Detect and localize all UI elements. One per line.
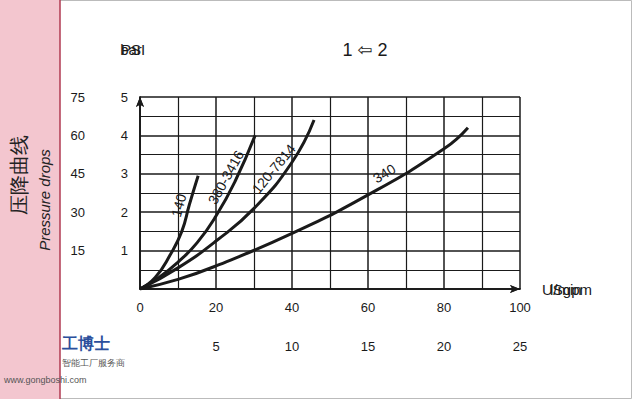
svg-text:智能工厂服务商: 智能工厂服务商 bbox=[62, 358, 125, 368]
svg-text:www.gongboshi.com: www.gongboshi.com bbox=[3, 375, 87, 385]
svg-text:工博士: 工博士 bbox=[61, 335, 110, 352]
svg-text:压降曲线: 压降曲线 bbox=[8, 135, 30, 215]
svg-text:25: 25 bbox=[513, 339, 527, 354]
svg-text:45: 45 bbox=[71, 166, 85, 181]
svg-text:60: 60 bbox=[361, 300, 375, 315]
svg-text:0: 0 bbox=[136, 300, 143, 315]
svg-text:USgpm: USgpm bbox=[542, 281, 592, 298]
svg-text:20: 20 bbox=[209, 300, 223, 315]
svg-text:15: 15 bbox=[71, 243, 85, 258]
svg-text:380-3416: 380-3416 bbox=[205, 147, 248, 207]
svg-text:340: 340 bbox=[370, 160, 398, 186]
svg-text:140: 140 bbox=[168, 192, 190, 219]
svg-text:40: 40 bbox=[285, 300, 299, 315]
svg-text:15: 15 bbox=[361, 339, 375, 354]
svg-text:4: 4 bbox=[121, 128, 128, 143]
svg-text:60: 60 bbox=[71, 128, 85, 143]
svg-text:Pressure drops: Pressure drops bbox=[36, 149, 53, 251]
svg-text:30: 30 bbox=[71, 205, 85, 220]
svg-text:10: 10 bbox=[285, 339, 299, 354]
svg-text:20: 20 bbox=[437, 339, 451, 354]
svg-text:120-7814: 120-7814 bbox=[249, 141, 299, 197]
svg-text:5: 5 bbox=[121, 90, 128, 105]
svg-text:80: 80 bbox=[437, 300, 451, 315]
svg-text:PSI: PSI bbox=[121, 41, 145, 58]
svg-text:100: 100 bbox=[509, 300, 531, 315]
svg-text:3: 3 bbox=[121, 166, 128, 181]
svg-text:2: 2 bbox=[121, 205, 128, 220]
svg-text:1: 1 bbox=[121, 243, 128, 258]
svg-text:5: 5 bbox=[212, 339, 219, 354]
svg-text:75: 75 bbox=[71, 90, 85, 105]
svg-text:1 ⇦ 2: 1 ⇦ 2 bbox=[342, 40, 387, 60]
